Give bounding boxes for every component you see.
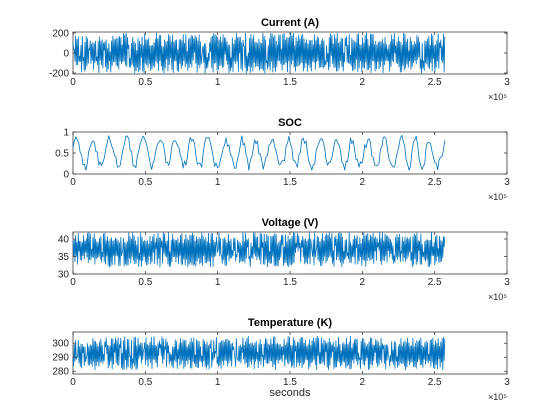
- chart-title: Voltage (V): [262, 217, 319, 229]
- x-tick-label: 2.5: [428, 377, 442, 388]
- y-tick-label: 200: [52, 29, 69, 40]
- y-tick-label: 1: [63, 128, 69, 139]
- y-tick-label: 280: [52, 367, 69, 378]
- chart-title: SOC: [278, 117, 302, 129]
- x-tick-label: 0: [70, 377, 76, 388]
- x-tick-label: 0.5: [138, 277, 152, 288]
- x-tick-label: 2: [360, 377, 366, 388]
- x-tick-label: 3: [504, 377, 510, 388]
- y-tick-label: 40: [58, 235, 70, 246]
- x-tick-label: 3: [504, 177, 510, 188]
- x-exponent-label: ×10⁵: [488, 92, 507, 102]
- y-tick-label: 300: [52, 339, 69, 350]
- x-exponent-label: ×10⁵: [488, 292, 507, 302]
- series-line: [72, 32, 446, 74]
- x-tick-label: 1: [215, 277, 221, 288]
- subplots: Current (A)0 0.5 1 1.5 2 2.5 3-2000200×10⁵SOC0…: [49, 17, 510, 402]
- y-tick-label: 0.5: [55, 149, 69, 160]
- chart-title: Current (A): [261, 17, 319, 29]
- subplot-2: SOC 0 0.5 1 1.5 2 2.5 3 0 0.5 1 ×10⁵: [55, 117, 510, 202]
- x-tick-label: 2: [360, 277, 366, 288]
- subplot-4: Temperature (K) 0 0.5 1 1.5 2 2.5 3 280 290 300 ×10…: [52, 317, 510, 402]
- x-exponent-label: ×10⁵: [488, 392, 507, 402]
- x-tick-label: 0.5: [138, 177, 152, 188]
- x-tick-label: 1.5: [283, 77, 297, 88]
- x-axis-label: seconds: [270, 387, 311, 399]
- x-tick-label: 2: [360, 77, 366, 88]
- x-tick-label: 3: [504, 77, 510, 88]
- x-tick-label: 1: [215, 377, 221, 388]
- series-line: [72, 335, 446, 371]
- x-tick-label: 1.5: [283, 277, 297, 288]
- x-tick-label: 2.5: [428, 277, 442, 288]
- series-line: [72, 135, 446, 171]
- y-tick-label: 290: [52, 353, 69, 364]
- x-tick-label: 1: [215, 77, 221, 88]
- y-tick-label: -200: [49, 69, 69, 80]
- x-tick-label: 0: [70, 77, 76, 88]
- y-tick-label: 0: [63, 49, 69, 60]
- y-tick-label: 0: [63, 170, 69, 181]
- y-tick-label: 35: [58, 252, 70, 263]
- x-tick-label: 2: [360, 177, 366, 188]
- x-tick-label: 1.5: [283, 377, 297, 388]
- x-tick-label: 2.5: [428, 77, 442, 88]
- y-tick-label: 30: [58, 270, 70, 281]
- subplot-3: Voltage (V) 0 0.5 1 1.5 2 2.5 3 30 35 40 ×10⁵: [58, 217, 510, 302]
- x-exponent-label: ×10⁵: [488, 192, 507, 202]
- chart-title: Temperature (K): [248, 317, 332, 329]
- series-line: [72, 231, 446, 268]
- x-tick-label: 0: [70, 177, 76, 188]
- x-tick-label: 1: [215, 177, 221, 188]
- x-tick-label: 2.5: [428, 177, 442, 188]
- x-tick-label: 0.5: [138, 377, 152, 388]
- x-tick-label: 1.5: [283, 177, 297, 188]
- x-tick-label: 0.5: [138, 77, 152, 88]
- x-tick-label: 3: [504, 277, 510, 288]
- x-tick-label: 0: [70, 277, 76, 288]
